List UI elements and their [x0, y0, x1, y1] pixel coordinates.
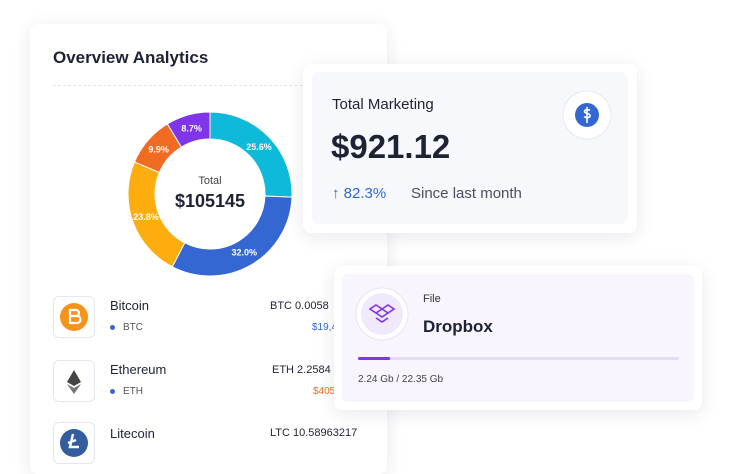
segment-label: 23.8% [133, 212, 159, 222]
change-text: 82.3% [343, 185, 387, 202]
coin-value: $405 [313, 386, 336, 397]
marketing-amount: $921.12 [331, 128, 451, 165]
dropbox-icon [355, 287, 409, 341]
file-card: File Dropbox 2.24 Gb / 22.35 Gb [334, 266, 702, 410]
progress-label: 2.24 Gb / 22.35 Gb [358, 374, 444, 385]
center-label: Total [198, 175, 221, 187]
progress-fill [358, 357, 391, 360]
coin-symbol: ETH [110, 386, 143, 397]
coin-name: Ethereum [110, 362, 167, 377]
segment-label: 32.0% [231, 248, 257, 258]
divider [53, 85, 383, 86]
ethereum-icon [53, 360, 95, 402]
coin-value: $19,4 [312, 322, 338, 333]
file-label: File [423, 293, 441, 305]
progress-track [358, 357, 679, 360]
marketing-title: Total Marketing [332, 96, 434, 113]
file-name: Dropbox [423, 317, 493, 336]
progress-bar [358, 357, 679, 360]
marketing-card: Total Marketing $921.12 ↑ 82.3% Since la… [303, 64, 637, 233]
segment-label: 9.9% [148, 145, 169, 155]
symbol-text: ETH [123, 386, 143, 397]
page: Overview Analytics 25.6% 32.0% 23.8% 9.9% 8.… [53, 48, 702, 464]
coin-amount: ETH 2.2584 [272, 364, 331, 376]
card-title: Overview Analytics [53, 48, 209, 67]
litecoin-icon [53, 422, 95, 464]
donut-chart: 25.6% 32.0% 23.8% 9.9% 8.7% Total $105145 [127, 111, 293, 277]
marketing-change: ↑ 82.3% [332, 185, 386, 202]
bitcoin-icon [53, 296, 95, 338]
center-value: $105145 [175, 191, 245, 211]
coin-name: Litecoin [110, 426, 155, 441]
marketing-note: Since last month [411, 185, 522, 202]
donut-segment [166, 111, 211, 148]
coin-amount: BTC 0.0058 [270, 300, 329, 312]
donut-segment [209, 111, 293, 198]
symbol-text: BTC [123, 322, 143, 333]
segment-label: 8.7% [181, 124, 202, 134]
arrow-up-icon: ↑ [332, 185, 344, 202]
dollar-icon [562, 90, 612, 140]
segment-label: 25.6% [246, 142, 272, 152]
coin-amount: LTC 10.58963217 [270, 427, 358, 439]
coin-name: Bitcoin [110, 298, 150, 313]
coin-symbol: BTC [110, 322, 143, 333]
